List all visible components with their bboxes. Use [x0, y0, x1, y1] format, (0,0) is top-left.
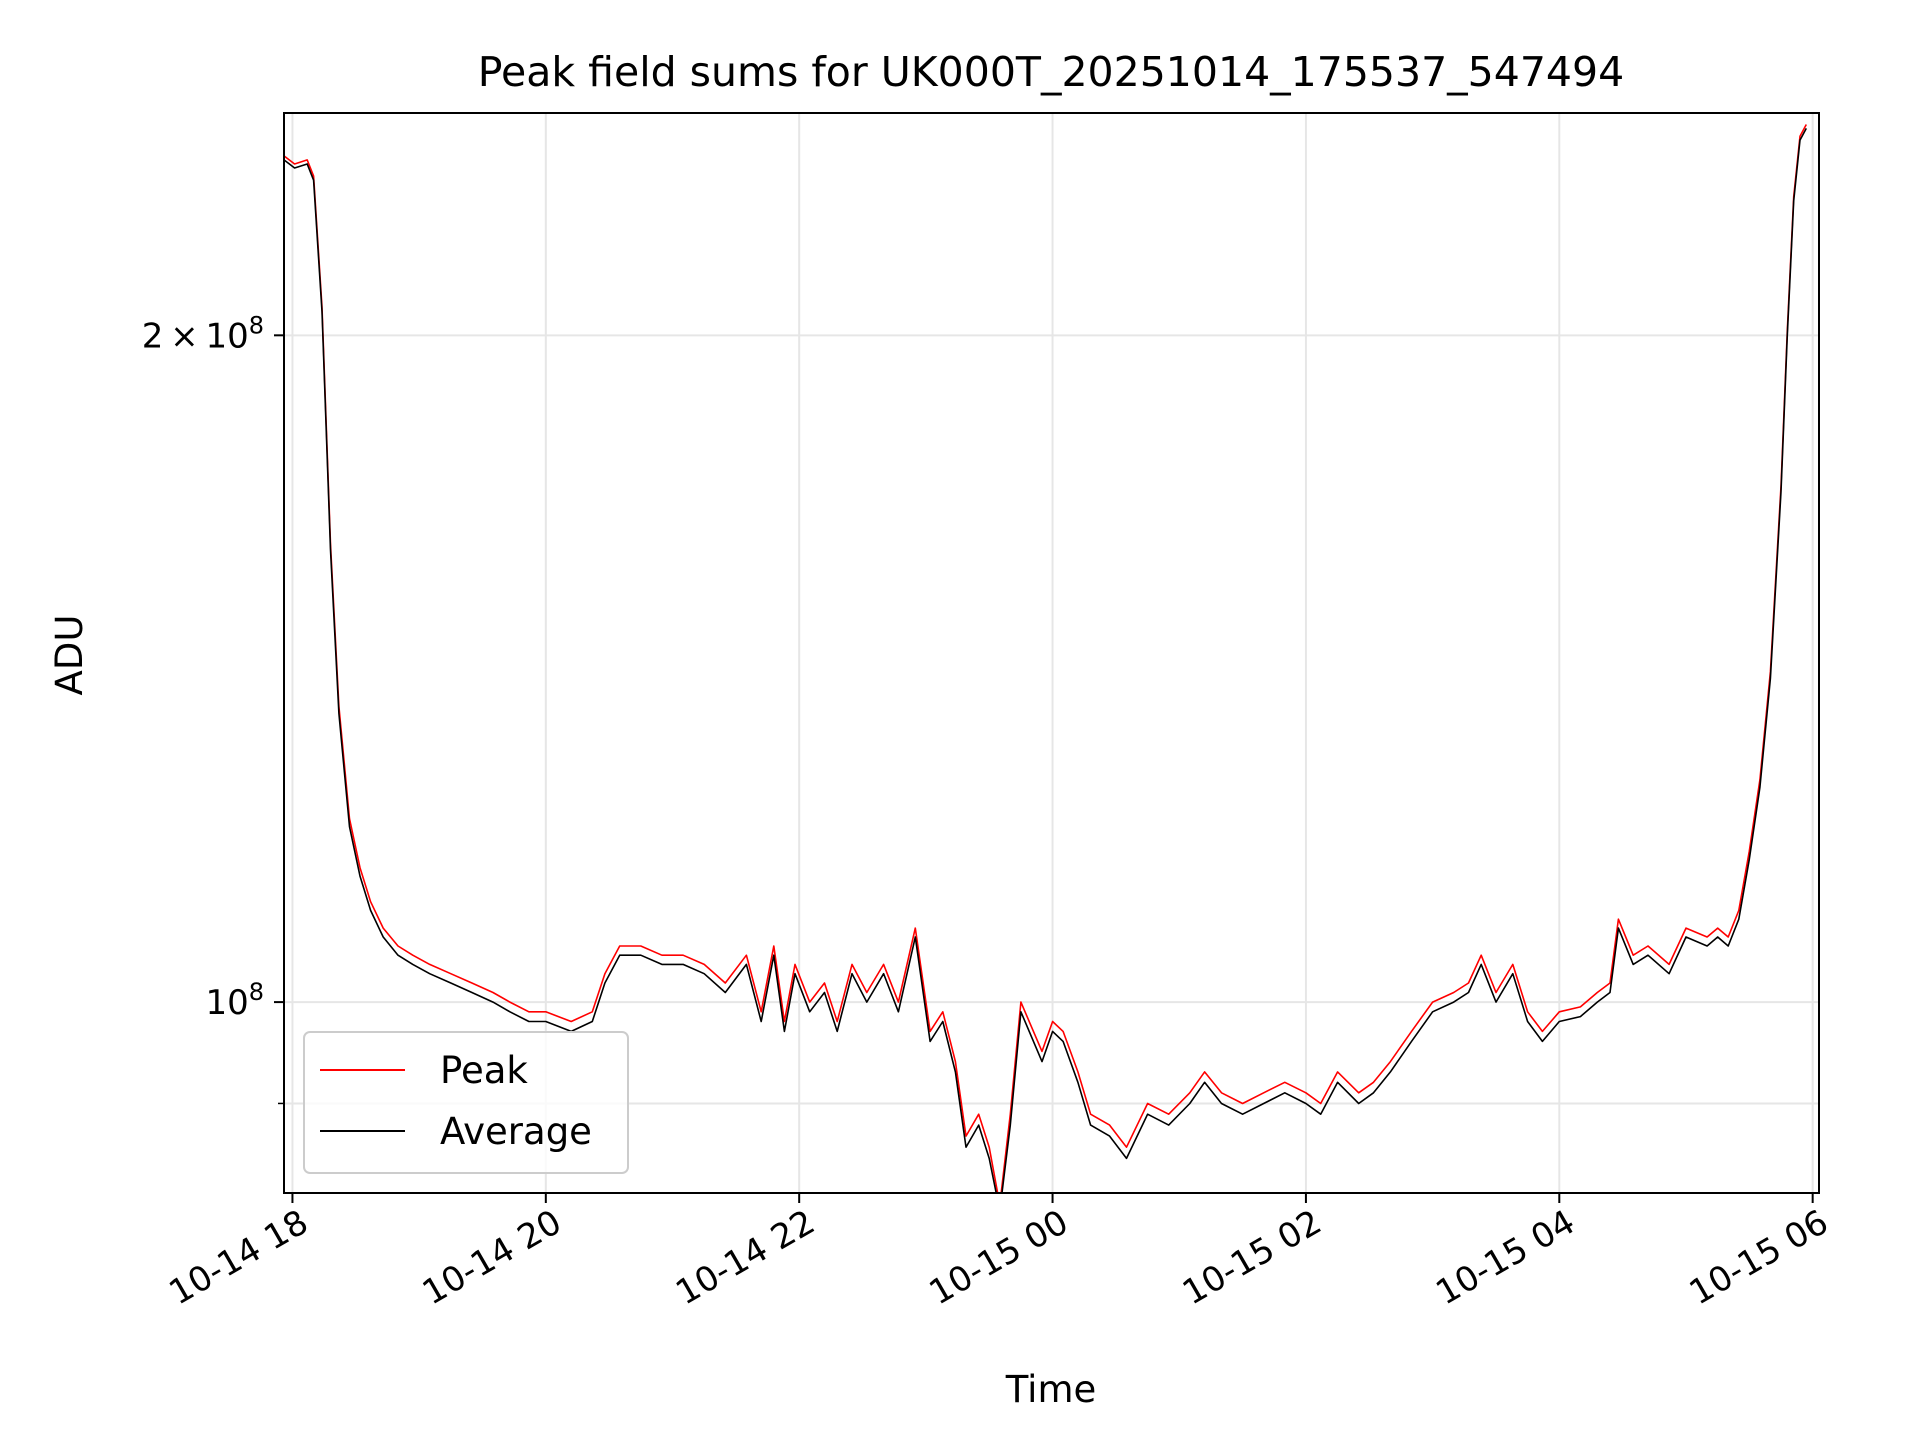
- x-axis-label: Time: [1005, 1368, 1097, 1411]
- series-line-peak: [284, 124, 1808, 1193]
- series-line-average: [284, 128, 1808, 1193]
- grid: [284, 113, 1819, 1193]
- y-axis-label: ADU: [48, 615, 91, 696]
- chart-title: Peak field sums for UK000T_20251014_1755…: [478, 48, 1624, 96]
- legend-average-label: Average: [440, 1110, 592, 1153]
- plot-frame: [283, 112, 1820, 1194]
- series-lines: [284, 124, 1808, 1193]
- legend: Peak Average: [303, 1031, 629, 1174]
- legend-peak-label: Peak: [440, 1049, 528, 1092]
- legend-box: [303, 1031, 629, 1174]
- y-tick-label: 2 × 108: [142, 311, 264, 356]
